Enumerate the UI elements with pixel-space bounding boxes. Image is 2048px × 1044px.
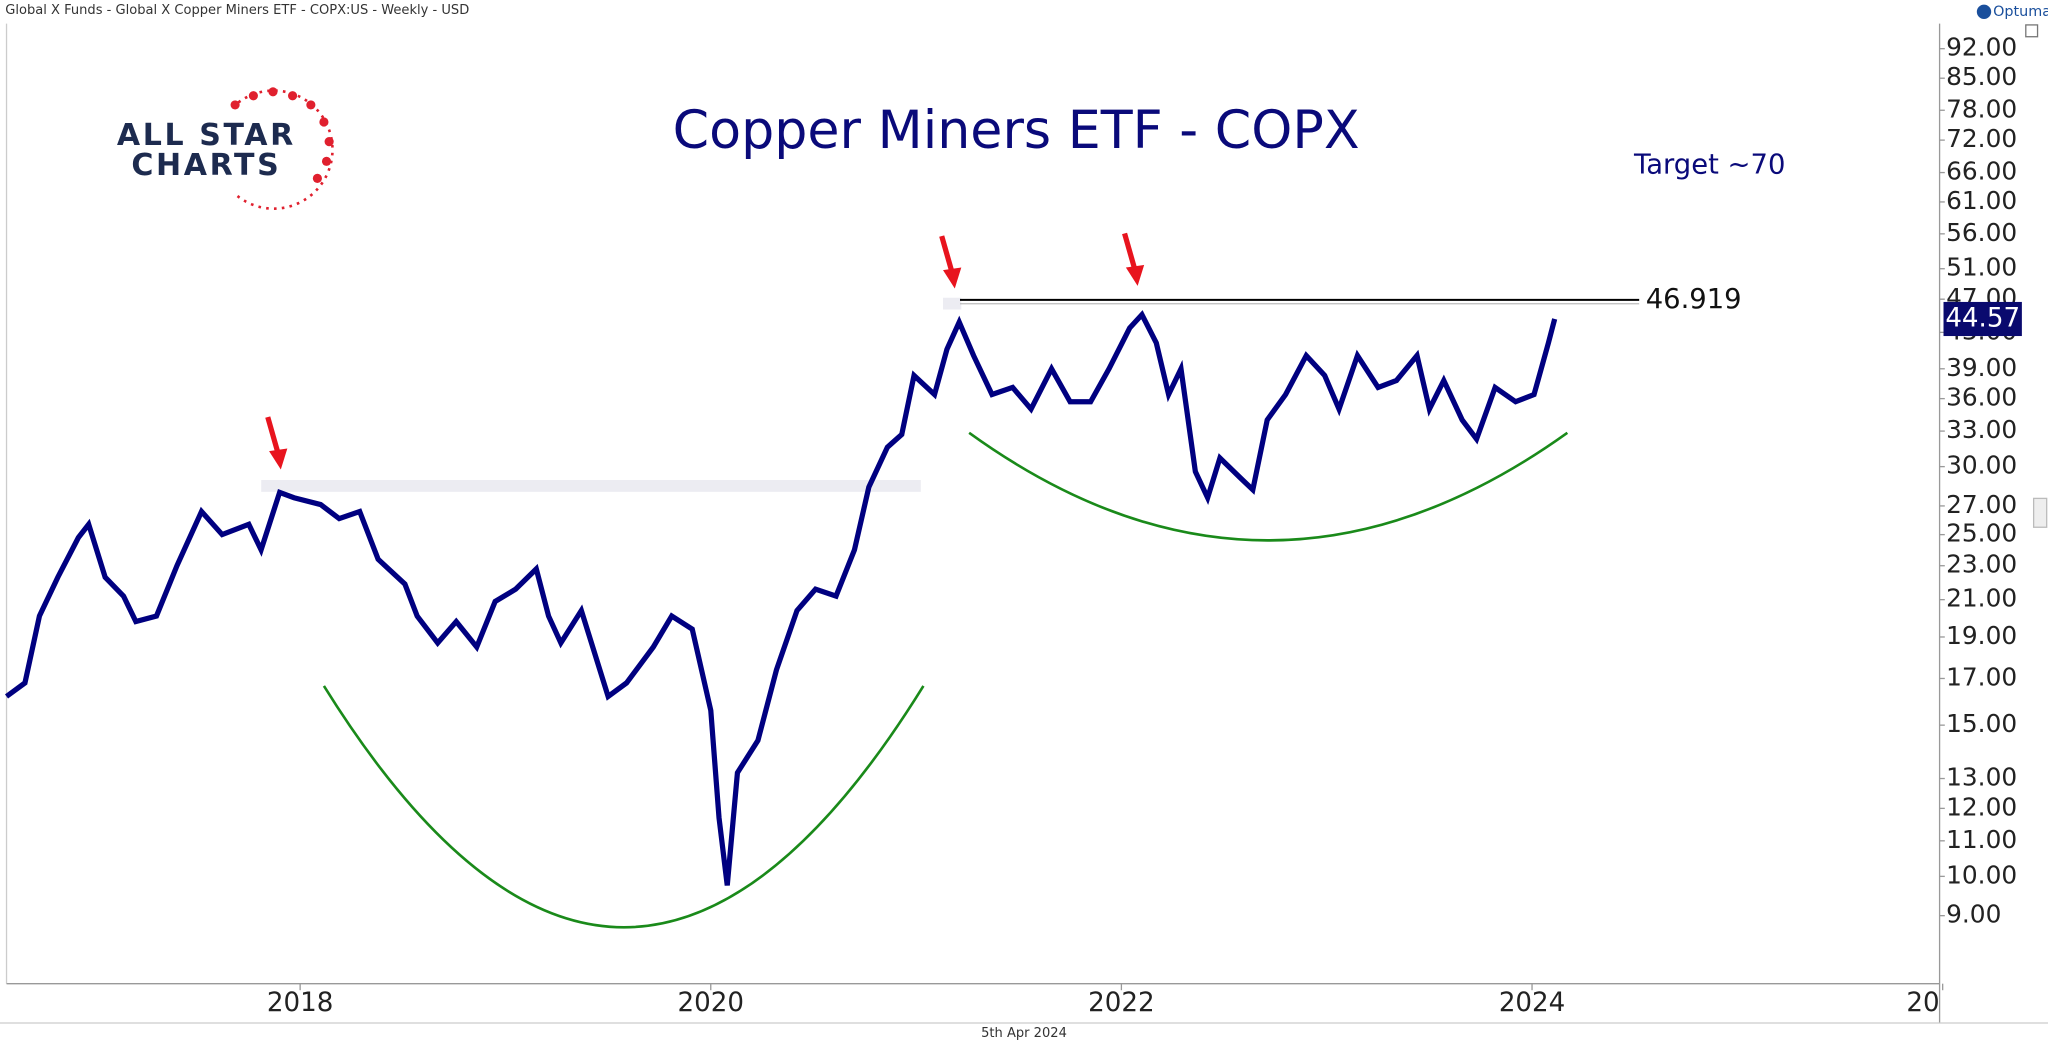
price-line xyxy=(4,310,1558,886)
y-tick-label: 27.00 xyxy=(1946,490,2017,519)
bowl-arc xyxy=(322,685,925,929)
y-tick-label: 12.00 xyxy=(1946,792,2017,821)
x-tick-label: 2024 xyxy=(1499,988,1565,1018)
y-tick-label: 17.00 xyxy=(1946,662,2017,691)
logo-line1: ALL STAR xyxy=(117,118,296,153)
resistance-zone xyxy=(943,297,962,310)
y-tick-label: 9.00 xyxy=(1946,900,2001,929)
y-tick-label: 61.00 xyxy=(1946,186,2017,215)
y-tick-label: 36.00 xyxy=(1946,383,2017,412)
target-annotation: Target ~70 xyxy=(1633,148,1785,180)
y-tick-label: 39.00 xyxy=(1946,353,2017,382)
y-tick-label: 56.00 xyxy=(1946,218,2017,247)
y-tick-label: 72.00 xyxy=(1946,124,2017,153)
brand-icon xyxy=(1976,4,1992,20)
y-tick-label: 10.00 xyxy=(1946,860,2017,889)
y-tick-label: 25.00 xyxy=(1946,519,2017,548)
chart-title: Copper Miners ETF - COPX xyxy=(673,100,1360,161)
y-tick-label: 19.00 xyxy=(1946,621,2017,650)
y-tick-label: 15.00 xyxy=(1946,709,2017,738)
brand: Optuma xyxy=(1993,4,2048,20)
last-value-label: 44.57 xyxy=(1945,303,2020,333)
resistance-label: 46.919 xyxy=(1646,283,1742,315)
x-tick-label: 2018 xyxy=(267,988,333,1018)
y-tick-label: 11.00 xyxy=(1946,825,2017,854)
x-tick-label: 20 xyxy=(1906,988,1939,1018)
x-tick-label: 2022 xyxy=(1088,988,1154,1018)
y-tick-label: 85.00 xyxy=(1946,62,2017,91)
y-tick-label: 21.00 xyxy=(1946,584,2017,613)
y-tick-label: 33.00 xyxy=(1946,415,2017,444)
last-value-box xyxy=(1943,301,2022,337)
logo-line2: CHARTS xyxy=(131,148,281,183)
arrows xyxy=(265,232,1145,470)
y-tick-label: 51.00 xyxy=(1946,253,2017,282)
header: Global X Funds - Global X Copper Miners … xyxy=(5,3,469,18)
bowl-arc xyxy=(968,431,1569,542)
y-tick-label: 13.00 xyxy=(1946,762,2017,791)
y-tick-label: 78.00 xyxy=(1946,94,2017,123)
y-tick-label: 30.00 xyxy=(1946,451,2017,480)
logo-stars xyxy=(230,87,334,183)
y-tick-label: 23.00 xyxy=(1946,550,2017,579)
y-tick-label: 66.00 xyxy=(1946,157,2017,186)
footer-date: 5th Apr 2024 xyxy=(981,1026,1067,1041)
y-tick-label: 92.00 xyxy=(1946,33,2017,62)
lock-icon xyxy=(2025,24,2039,38)
x-tick-label: 2020 xyxy=(678,988,744,1018)
side-tab xyxy=(2032,497,2048,528)
resistance-zone xyxy=(261,480,921,492)
